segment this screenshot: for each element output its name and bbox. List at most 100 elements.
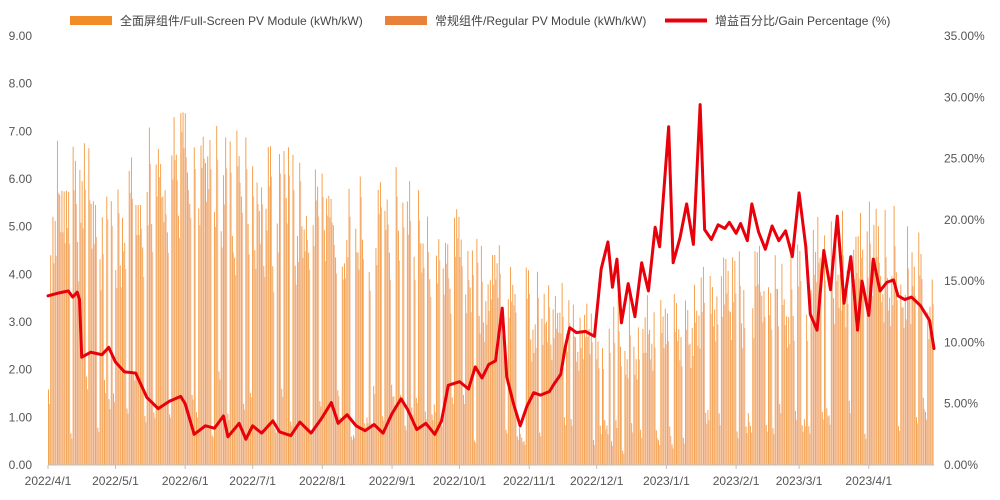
x-tick-label: 2022/10/1 bbox=[433, 474, 487, 488]
bar-regular bbox=[194, 168, 196, 466]
bar-regular bbox=[603, 368, 604, 465]
bar-full-screen bbox=[519, 427, 520, 465]
bar-full-screen bbox=[588, 329, 590, 465]
bar-regular bbox=[82, 228, 84, 465]
bar-regular bbox=[266, 230, 268, 465]
bar-regular bbox=[349, 216, 351, 465]
y-right-tick-label: 35.00% bbox=[944, 29, 985, 43]
bar-full-screen bbox=[635, 359, 637, 465]
bar-full-screen bbox=[889, 297, 891, 465]
bar-regular bbox=[811, 322, 813, 465]
bar-regular bbox=[55, 255, 57, 465]
bar-full-screen bbox=[824, 235, 826, 465]
bar-full-screen bbox=[851, 260, 852, 465]
bar-full-screen bbox=[770, 293, 772, 465]
bar-regular bbox=[428, 251, 430, 465]
bar-regular bbox=[838, 308, 840, 465]
bar-full-screen bbox=[104, 380, 106, 465]
bar-full-screen bbox=[113, 393, 114, 465]
bar-regular bbox=[331, 222, 333, 465]
bar-regular bbox=[856, 272, 858, 465]
bar-regular bbox=[625, 374, 627, 465]
y-left-tick-label: 5.00 bbox=[9, 220, 33, 234]
bar-regular bbox=[259, 243, 261, 465]
bar-full-screen bbox=[187, 172, 189, 465]
bar-full-screen bbox=[182, 112, 184, 465]
bar-full-screen bbox=[929, 306, 931, 465]
bar-full-screen bbox=[651, 343, 653, 465]
bar-full-screen bbox=[877, 226, 879, 465]
x-tick-label: 2022/9/1 bbox=[369, 474, 416, 488]
bar-regular bbox=[217, 159, 219, 465]
bar-full-screen bbox=[92, 201, 94, 465]
bar-full-screen bbox=[256, 182, 258, 465]
bar-full-screen bbox=[685, 300, 686, 465]
bar-regular bbox=[140, 228, 142, 465]
bar-regular bbox=[504, 352, 506, 465]
y-right-tick-label: 10.00% bbox=[944, 335, 985, 349]
bar-regular bbox=[724, 304, 726, 465]
bar-full-screen bbox=[422, 243, 424, 465]
bar-regular bbox=[917, 423, 919, 465]
bar-full-screen bbox=[323, 230, 325, 465]
bar-full-screen bbox=[153, 412, 155, 465]
bar-regular bbox=[347, 257, 349, 465]
bar-full-screen bbox=[225, 137, 227, 465]
bar-full-screen bbox=[714, 309, 716, 465]
bar-full-screen bbox=[662, 316, 664, 465]
bar-full-screen bbox=[467, 250, 469, 465]
bar-regular bbox=[894, 246, 896, 465]
bar-full-screen bbox=[427, 216, 429, 465]
bar-full-screen bbox=[357, 252, 359, 465]
bar-regular bbox=[748, 421, 750, 465]
bar-regular bbox=[62, 232, 64, 465]
bar-regular bbox=[555, 328, 557, 465]
bar-regular bbox=[446, 263, 447, 465]
bar-full-screen bbox=[301, 226, 303, 465]
bar-full-screen bbox=[52, 216, 54, 465]
bar-regular bbox=[643, 352, 645, 465]
gain-percentage-line bbox=[46, 103, 936, 441]
bar-full-screen bbox=[810, 290, 812, 465]
bar-full-screen bbox=[438, 239, 440, 465]
bar-full-screen bbox=[337, 390, 339, 465]
bar-regular bbox=[869, 243, 871, 465]
bar-full-screen bbox=[615, 420, 617, 465]
bar-full-screen bbox=[794, 410, 796, 465]
bar-regular bbox=[282, 396, 284, 465]
bar-full-screen bbox=[409, 181, 411, 465]
bar-regular bbox=[102, 254, 104, 465]
y-left-tick-label: 7.00 bbox=[9, 124, 33, 138]
bar-full-screen bbox=[503, 328, 505, 465]
bar-full-screen bbox=[442, 268, 444, 465]
bar-full-screen bbox=[833, 298, 834, 465]
bar-regular bbox=[262, 204, 264, 465]
bar-regular bbox=[816, 282, 818, 465]
bar-full-screen bbox=[862, 249, 864, 465]
bar-regular bbox=[629, 335, 631, 465]
bar-regular bbox=[152, 251, 154, 465]
bar-full-screen bbox=[178, 215, 180, 465]
bar-regular bbox=[302, 257, 304, 465]
bar-regular bbox=[116, 288, 118, 465]
bar-full-screen bbox=[411, 407, 413, 465]
bar-full-screen bbox=[70, 433, 72, 465]
bar-regular bbox=[607, 434, 609, 465]
bar-regular bbox=[143, 276, 145, 465]
bar-regular bbox=[295, 284, 297, 465]
bar-full-screen bbox=[709, 276, 711, 465]
bar-full-screen bbox=[379, 182, 381, 465]
bar-full-screen bbox=[137, 205, 139, 465]
bar-regular bbox=[567, 351, 569, 465]
bar-full-screen bbox=[812, 229, 814, 465]
bar-regular bbox=[470, 312, 472, 465]
bar-full-screen bbox=[471, 250, 473, 465]
bar-regular bbox=[394, 404, 396, 465]
bar-full-screen bbox=[205, 163, 206, 465]
bar-full-screen bbox=[346, 240, 348, 465]
bar-full-screen bbox=[512, 284, 514, 465]
bar-full-screen bbox=[557, 312, 559, 465]
bar-regular bbox=[645, 352, 647, 465]
bar-regular bbox=[872, 295, 874, 465]
bar-full-screen bbox=[144, 415, 146, 465]
